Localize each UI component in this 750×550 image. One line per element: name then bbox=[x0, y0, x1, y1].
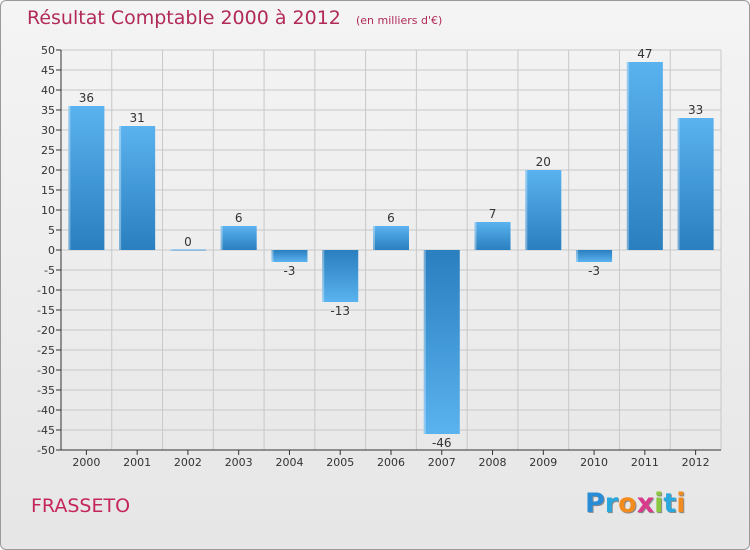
chart-title: Résultat Comptable 2000 à 2012 bbox=[27, 7, 341, 29]
y-tick-label: -25 bbox=[37, 344, 55, 357]
y-tick-label: -45 bbox=[37, 424, 55, 437]
bar-highlight-2001 bbox=[119, 126, 122, 250]
bar-2005[interactable] bbox=[322, 250, 359, 302]
y-tick-label: -50 bbox=[37, 444, 55, 457]
bar-highlight-2012 bbox=[677, 118, 680, 250]
bar-highlight-2004 bbox=[271, 250, 274, 262]
bar-2003[interactable] bbox=[220, 226, 257, 250]
data-label-2012: 33 bbox=[688, 103, 703, 117]
y-tick-label: 35 bbox=[41, 104, 55, 117]
y-tick-label: -10 bbox=[37, 284, 55, 297]
data-label-2001: 31 bbox=[130, 111, 145, 125]
logo-letter: r bbox=[604, 488, 619, 519]
logo-letter: t bbox=[663, 488, 677, 519]
y-tick-label: 25 bbox=[41, 144, 55, 157]
x-tick-label-2008: 2008 bbox=[479, 456, 507, 469]
x-tick-label-2007: 2007 bbox=[428, 456, 456, 469]
x-tick-label-2006: 2006 bbox=[377, 456, 405, 469]
y-tick-label: 30 bbox=[41, 124, 55, 137]
x-tick-label-2003: 2003 bbox=[225, 456, 253, 469]
x-tick-label-2004: 2004 bbox=[275, 456, 303, 469]
data-label-2003: 6 bbox=[235, 211, 243, 225]
data-label-2010: -3 bbox=[588, 264, 600, 278]
commune-name: FRASSETO bbox=[31, 495, 131, 517]
logo-letter: i bbox=[676, 488, 686, 519]
data-label-2002: 0 bbox=[184, 235, 192, 249]
bar-2007[interactable] bbox=[423, 250, 460, 434]
data-label-2006: 6 bbox=[387, 211, 395, 225]
data-label-2000: 36 bbox=[79, 91, 94, 105]
y-tick-label: 5 bbox=[48, 224, 55, 237]
proxiti-logo[interactable]: Proxiti bbox=[585, 488, 686, 519]
bar-2004[interactable] bbox=[271, 250, 308, 262]
label-layer: 36 31 0 6 -3 -13 6 -46 7 20 -3 47 33 bbox=[79, 47, 704, 450]
bar-2008[interactable] bbox=[474, 222, 511, 250]
data-label-2004: -3 bbox=[283, 264, 295, 278]
bar-2009[interactable] bbox=[525, 170, 562, 250]
bar-layer bbox=[68, 62, 714, 434]
y-tick-label: 15 bbox=[41, 184, 55, 197]
logo-letter: i bbox=[654, 488, 664, 519]
bar-highlight-2009 bbox=[525, 170, 528, 250]
bar-highlight-2011 bbox=[626, 62, 629, 250]
chart-subtitle: (en milliers d'€) bbox=[355, 14, 443, 27]
y-tick-label: -30 bbox=[37, 364, 55, 377]
y-tick-label: 20 bbox=[41, 164, 55, 177]
logo-letter: P bbox=[585, 488, 605, 519]
logo-letter: o bbox=[618, 488, 637, 519]
y-tick-label: -20 bbox=[37, 324, 55, 337]
x-tick-label-2012: 2012 bbox=[682, 456, 710, 469]
y-tick-label: 40 bbox=[41, 84, 55, 97]
bar-2000[interactable] bbox=[68, 106, 105, 250]
y-tick-label: 0 bbox=[48, 244, 55, 257]
bar-2002[interactable] bbox=[169, 249, 206, 251]
y-tick-label: 50 bbox=[41, 44, 55, 57]
title-row: Résultat Comptable 2000 à 2012 (en milli… bbox=[27, 7, 442, 29]
data-label-2007: -46 bbox=[432, 436, 452, 450]
bar-2012[interactable] bbox=[677, 118, 714, 250]
y-tick-label: -15 bbox=[37, 304, 55, 317]
bar-highlight-2002 bbox=[169, 249, 172, 251]
x-tick-label-2000: 2000 bbox=[72, 456, 100, 469]
y-tick-label: -35 bbox=[37, 384, 55, 397]
data-label-2008: 7 bbox=[489, 207, 497, 221]
x-tick-label-2009: 2009 bbox=[529, 456, 557, 469]
data-label-2009: 20 bbox=[536, 155, 551, 169]
data-label-2005: -13 bbox=[330, 304, 350, 318]
y-tick-label: -40 bbox=[37, 404, 55, 417]
axis-layer: -50-45-40-35-30-25-20-15-10-505101520253… bbox=[37, 44, 721, 469]
x-tick-label-2002: 2002 bbox=[174, 456, 202, 469]
x-tick-label-2005: 2005 bbox=[326, 456, 354, 469]
bar-2011[interactable] bbox=[626, 62, 663, 250]
bar-highlight-2005 bbox=[322, 250, 325, 302]
y-tick-label: -5 bbox=[44, 264, 55, 277]
y-tick-label: 10 bbox=[41, 204, 55, 217]
logo-letter: x bbox=[636, 488, 655, 519]
bar-2006[interactable] bbox=[373, 226, 409, 250]
bar-highlight-2000 bbox=[68, 106, 71, 250]
x-tick-label-2001: 2001 bbox=[123, 456, 151, 469]
bar-highlight-2008 bbox=[474, 222, 477, 250]
bar-highlight-2006 bbox=[373, 226, 375, 250]
bar-2001[interactable] bbox=[119, 126, 156, 250]
data-label-2011: 47 bbox=[637, 47, 652, 61]
bar-highlight-2010 bbox=[576, 250, 579, 262]
bar-2010[interactable] bbox=[576, 250, 613, 262]
y-tick-label: 45 bbox=[41, 64, 55, 77]
x-tick-label-2011: 2011 bbox=[631, 456, 659, 469]
bar-highlight-2003 bbox=[220, 226, 223, 250]
x-tick-label-2010: 2010 bbox=[580, 456, 608, 469]
bar-highlight-2007 bbox=[423, 250, 426, 434]
